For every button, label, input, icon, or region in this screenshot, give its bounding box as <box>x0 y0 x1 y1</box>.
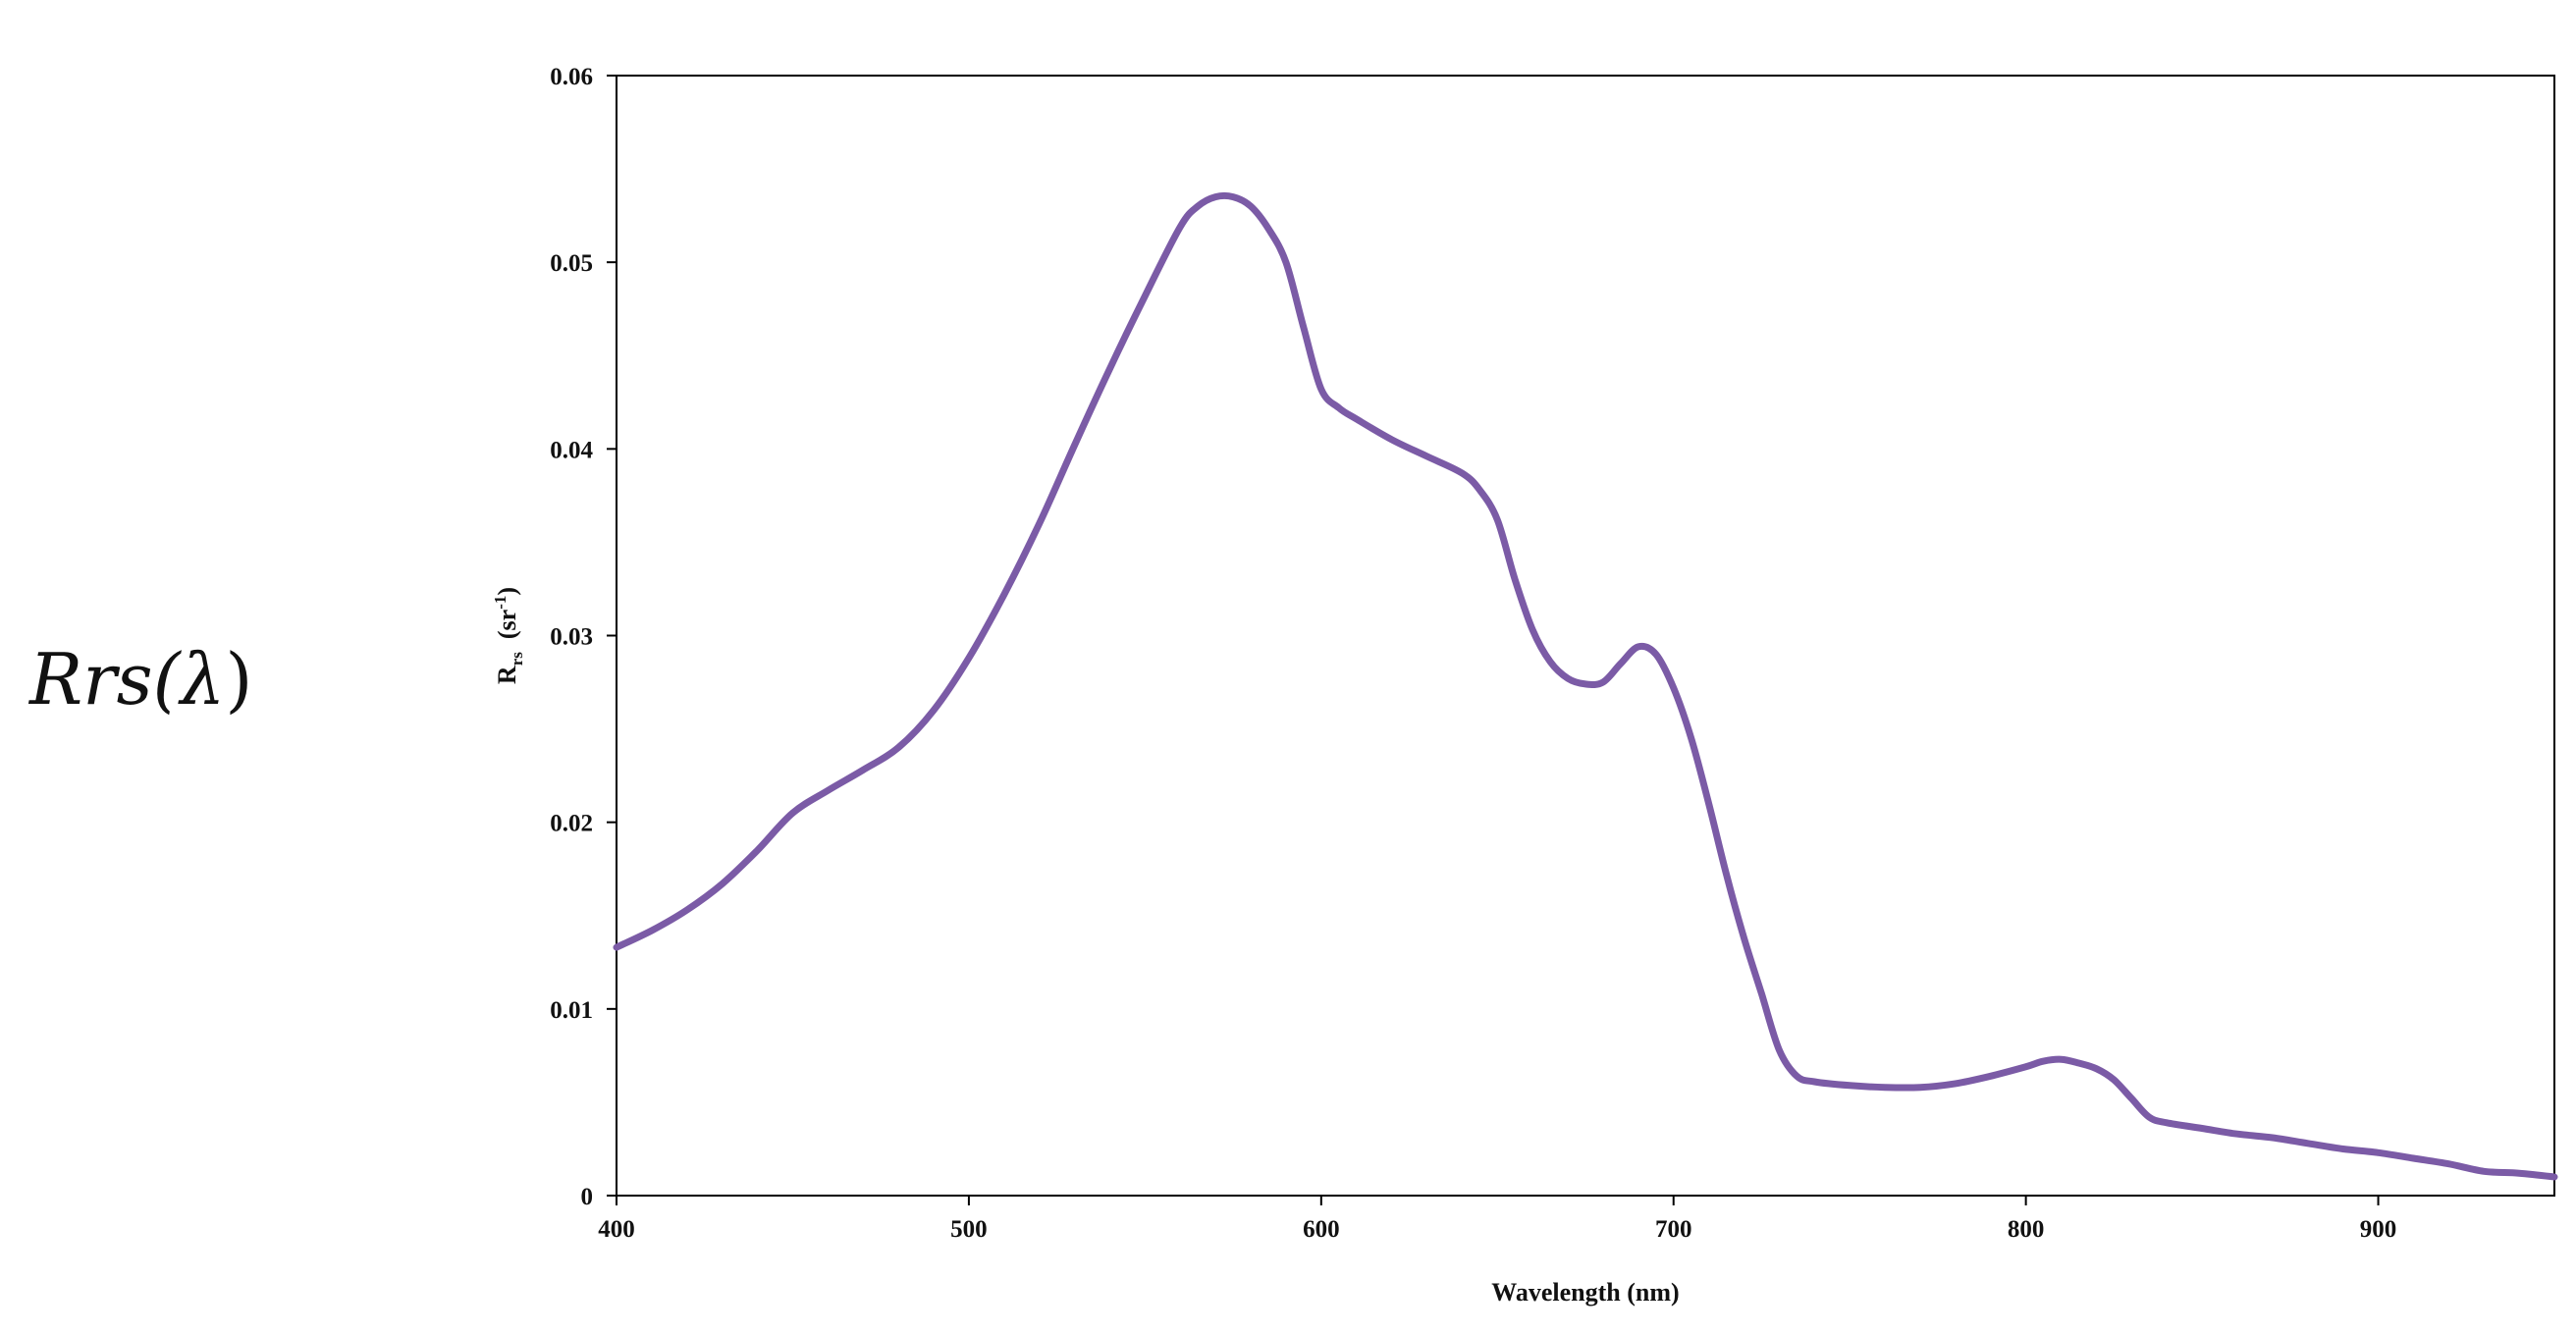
y-axis-title-unit-close: ) <box>493 587 521 596</box>
series-line <box>613 191 2558 1181</box>
plot-frame <box>616 75 2555 1197</box>
x-tick-label: 400 <box>598 1216 635 1243</box>
y-tick-label: 0.04 <box>550 437 593 463</box>
y-tick-label: 0 <box>581 1184 594 1210</box>
side-label: Rrs(λ) <box>29 638 252 720</box>
y-axis-title-main: R <box>493 666 521 684</box>
x-tick-label: 800 <box>2008 1216 2045 1243</box>
y-axis-title: Rrs (sr-1) <box>491 587 526 684</box>
y-tick-label: 0.03 <box>550 624 593 651</box>
x-tick-label: 900 <box>2360 1216 2397 1243</box>
side-label-prefix: Rrs( <box>29 638 181 720</box>
y-tick-label: 0.06 <box>550 64 593 90</box>
y-axis-title-unit-sup: -1 <box>491 596 510 610</box>
y-ticks: 0 0.01 0.02 0.03 0.04 0.05 0.06 <box>550 64 617 1210</box>
side-label-suffix: ) <box>225 638 253 720</box>
x-ticks: 400 500 600 700 800 900 <box>598 1196 2396 1243</box>
y-axis-title-sub: rs <box>508 652 526 667</box>
x-tick-label: 600 <box>1303 1216 1340 1243</box>
y-tick-label: 0.02 <box>550 811 593 837</box>
y-tick-label: 0.05 <box>550 250 593 277</box>
y-tick-label: 0.01 <box>550 997 593 1024</box>
x-tick-label: 700 <box>1655 1216 1692 1243</box>
plot-area-border <box>616 75 2555 1197</box>
x-tick-label: 500 <box>950 1216 988 1243</box>
side-label-symbol: λ <box>180 638 226 720</box>
x-axis-title: Wavelength (nm) <box>1491 1278 1679 1307</box>
series-layer <box>613 191 2558 1181</box>
y-axis-title-unit: (sr <box>493 610 521 652</box>
